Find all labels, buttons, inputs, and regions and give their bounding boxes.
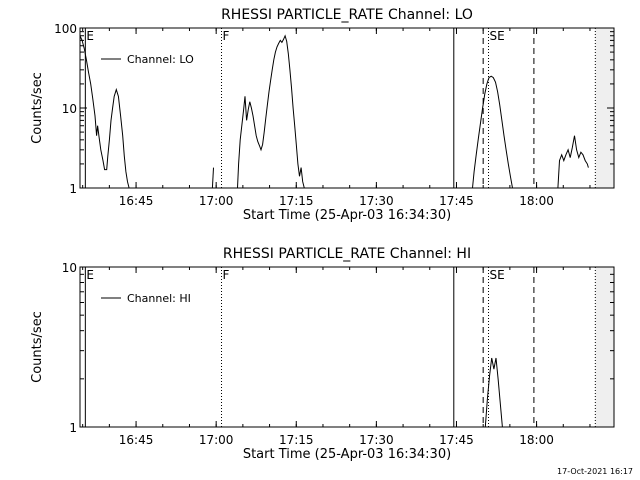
event-marker-label: F [223,268,230,282]
series-line [79,35,130,189]
event-marker-label: SE [490,29,505,43]
y-axis-label: Counts/sec [30,72,45,144]
x-tick-label: 17:15 [279,433,314,447]
legend-label: Channel: LO [127,53,194,66]
shaded-interval [595,267,614,427]
x-tick-label: 17:45 [439,433,474,447]
y-tick-label: 1 [69,182,77,196]
x-tick-label: 18:00 [519,433,554,447]
legend-label: Channel: HI [127,292,191,305]
x-tick-label: 17:15 [279,194,314,208]
plot-frame [79,266,615,428]
shaded-interval [595,28,614,188]
chart-title: RHESSI PARTICLE_RATE Channel: LO [221,7,473,23]
event-marker-label: E [86,268,94,282]
chart-title: RHESSI PARTICLE_RATE Channel: HI [223,246,471,262]
series-line [211,167,214,189]
chart-panel-hi: RHESSI PARTICLE_RATE Channel: HI 16:45 17:… [30,246,615,462]
y-tick-label: 10 [62,261,77,275]
series-line [484,357,503,428]
x-tick-label: 17:30 [359,194,394,208]
y-axis-label: Counts/sec [30,311,45,383]
x-axis-label: Start Time (25-Apr-03 16:34:30) [243,447,451,462]
y-tick-label: 10 [62,102,77,116]
x-axis-label: Start Time (25-Apr-03 16:34:30) [243,208,451,223]
series-line [472,75,513,189]
series-line [237,34,305,189]
x-tick-label: 16:45 [119,194,154,208]
x-tick-label: 17:00 [199,433,234,447]
footer-timestamp: 17-Oct-2021 16:17 [557,467,633,476]
x-tick-label: 17:45 [439,194,474,208]
y-tick-label: 100 [54,22,77,36]
x-tick-label: 18:00 [519,194,554,208]
event-marker-label: SE [490,268,505,282]
chart-panel-lo: RHESSI PARTICLE_RATE Channel: LO 16:45 17:… [30,7,615,223]
series-line [557,135,589,189]
x-tick-label: 17:30 [359,433,394,447]
event-marker-label: F [223,29,230,43]
y-tick-label: 1 [69,421,77,435]
x-tick-label: 16:45 [119,433,154,447]
x-tick-label: 17:00 [199,194,234,208]
event-marker-label: E [86,29,94,43]
